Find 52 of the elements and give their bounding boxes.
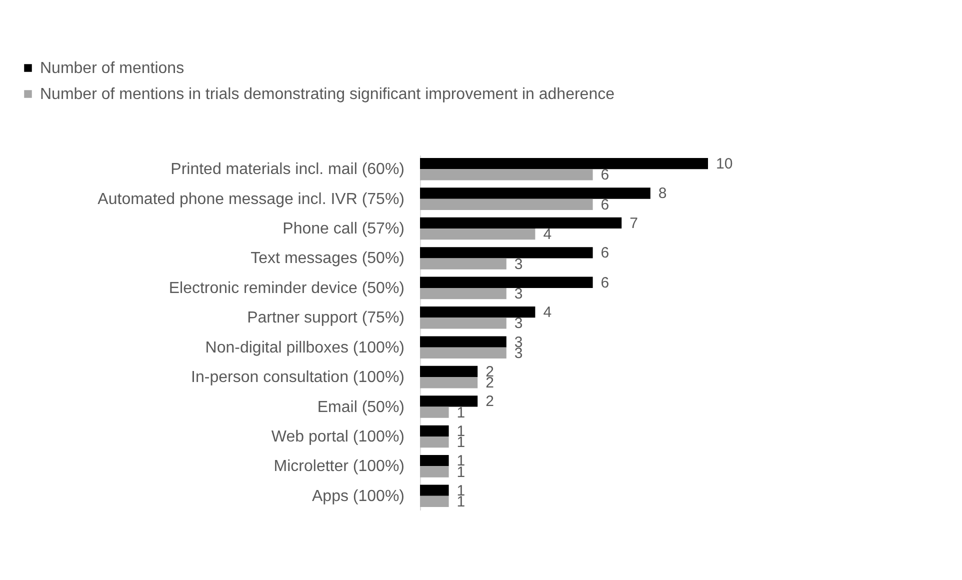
y-tick-label: Email (50%) [317, 398, 404, 416]
data-label: 6 [600, 166, 610, 184]
data-label: 4 [543, 226, 552, 244]
bar [420, 366, 478, 378]
y-tick-label: Phone call (57%) [282, 220, 404, 238]
y-tick-label: Microletter (100%) [274, 458, 404, 476]
bar [420, 169, 593, 180]
y-tick-label: Non-digital pillboxes (100%) [205, 339, 404, 356]
data-label: 6 [600, 244, 610, 262]
data-label: 6 [600, 196, 610, 214]
bar [420, 336, 506, 348]
y-tick-label: Web portal (100%) [271, 428, 404, 446]
bar [420, 396, 478, 407]
bar [420, 436, 449, 448]
bar [420, 406, 449, 418]
y-tick-label: Text messages (50%) [250, 250, 404, 268]
legend-label: Number of mentions in trials demonstrating significant improvement in adherence [40, 86, 615, 103]
bar [420, 247, 593, 258]
bar [420, 276, 593, 288]
bar [420, 217, 622, 229]
bar [420, 466, 449, 478]
data-label: 6 [600, 274, 610, 292]
data-label: 3 [514, 256, 523, 273]
y-tick-label: Apps (100%) [312, 488, 404, 505]
y-tick-label: In-person consultation (100%) [191, 369, 404, 386]
data-label: 7 [630, 214, 638, 232]
data-label: 4 [543, 304, 552, 322]
y-tick-label: Printed materials incl. mail (60%) [170, 161, 404, 178]
bar [420, 347, 506, 358]
bar [420, 455, 449, 466]
legend-label: Number of mentions [40, 60, 184, 77]
y-tick-label: Automated phone message incl. IVR (75%) [98, 190, 404, 208]
data-label: 10 [716, 156, 733, 173]
data-label: 2 [486, 393, 494, 410]
data-label: 8 [658, 185, 667, 202]
data-label: 3 [514, 286, 523, 303]
bar [420, 228, 536, 240]
y-tick-label: Partner support (75%) [247, 310, 404, 327]
bar [420, 425, 449, 436]
bar [420, 306, 536, 318]
bar [420, 484, 449, 496]
bar [420, 158, 708, 170]
bar [420, 496, 449, 508]
bar [420, 318, 506, 329]
bar [420, 288, 506, 300]
bar [420, 188, 650, 199]
bar [420, 377, 478, 388]
data-label: 3 [514, 315, 523, 332]
bar [420, 258, 506, 270]
y-tick-label: Electronic reminder device (50%) [168, 280, 404, 297]
data-label: 1 [456, 404, 466, 422]
bar [420, 198, 593, 210]
